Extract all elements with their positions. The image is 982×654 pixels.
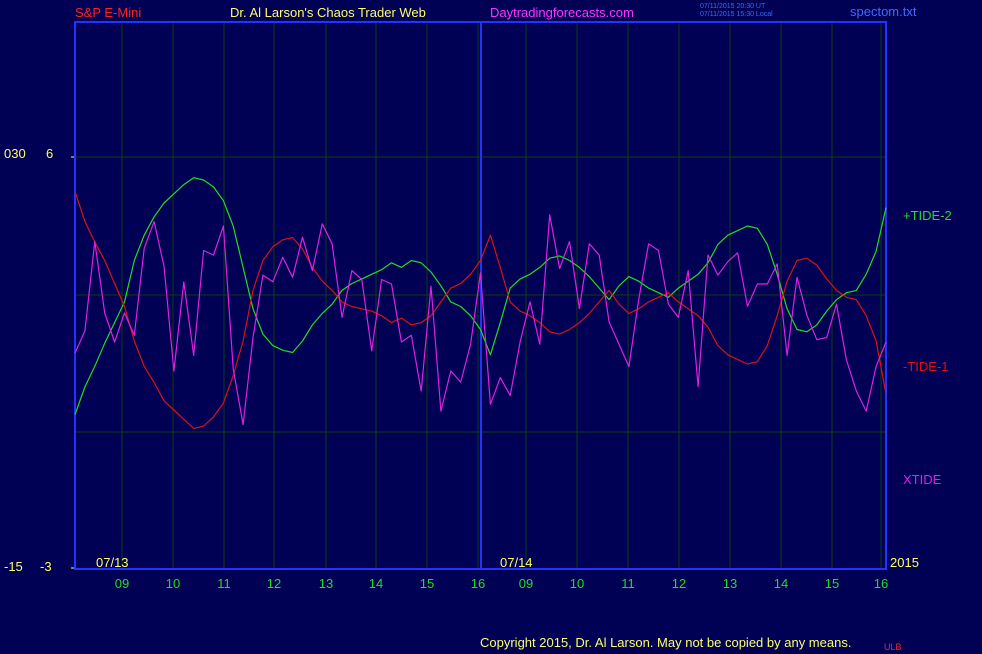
date-label-0714: 07/14 xyxy=(500,555,533,570)
copyright: Copyright 2015, Dr. Al Larson. May not b… xyxy=(480,635,852,650)
hour-tick-label: 16 xyxy=(471,576,485,591)
series-line-xtide xyxy=(74,214,887,426)
hour-tick-label: 11 xyxy=(621,576,635,591)
ulb-label: ULB xyxy=(884,642,902,652)
series-line-minus-tide xyxy=(74,191,887,429)
axis-label-030: 030 xyxy=(4,146,26,161)
hour-tick-label: 10 xyxy=(166,576,180,591)
hour-tick-label: 09 xyxy=(519,576,533,591)
hour-tick-label: 11 xyxy=(217,576,231,591)
year-label: 2015 xyxy=(890,555,919,570)
hour-tick-label: 13 xyxy=(723,576,737,591)
date-label-0713: 07/13 xyxy=(96,555,129,570)
hour-tick-label: 14 xyxy=(774,576,788,591)
axis-label-neg15: -15 xyxy=(4,559,23,574)
axis-label-neg3: -3 xyxy=(40,559,52,574)
chart-title: Dr. Al Larson's Chaos Trader Web xyxy=(230,5,426,20)
series-label-xtide: XTIDE xyxy=(903,472,942,487)
axis-label-6: 6 xyxy=(46,146,54,161)
filename-label: spectom.txt xyxy=(850,4,917,19)
stamp-local: 07/11/2015 15:30 Local xyxy=(700,11,773,18)
hour-tick-label: 15 xyxy=(825,576,839,591)
stamp-utc: 07/11/2015 20:30 UT xyxy=(700,3,766,10)
hour-tick-label: 15 xyxy=(420,576,434,591)
hour-tick-label: 13 xyxy=(319,576,333,591)
site-link[interactable]: Daytradingforecasts.com xyxy=(490,5,634,20)
series-label-plus-tide: +TIDE-2 xyxy=(903,208,952,223)
hour-tick-label: 10 xyxy=(570,576,584,591)
series-label-minus-tide: -TIDE-1 xyxy=(903,359,949,374)
series-line-plus-tide xyxy=(74,177,887,415)
hour-tick-label: 09 xyxy=(115,576,129,591)
symbol-label: S&P E-Mini xyxy=(75,5,142,20)
hour-tick-label: 12 xyxy=(267,576,281,591)
hour-tick-label: 12 xyxy=(672,576,686,591)
hour-tick-label: 14 xyxy=(369,576,383,591)
hour-tick-label: 16 xyxy=(874,576,888,591)
